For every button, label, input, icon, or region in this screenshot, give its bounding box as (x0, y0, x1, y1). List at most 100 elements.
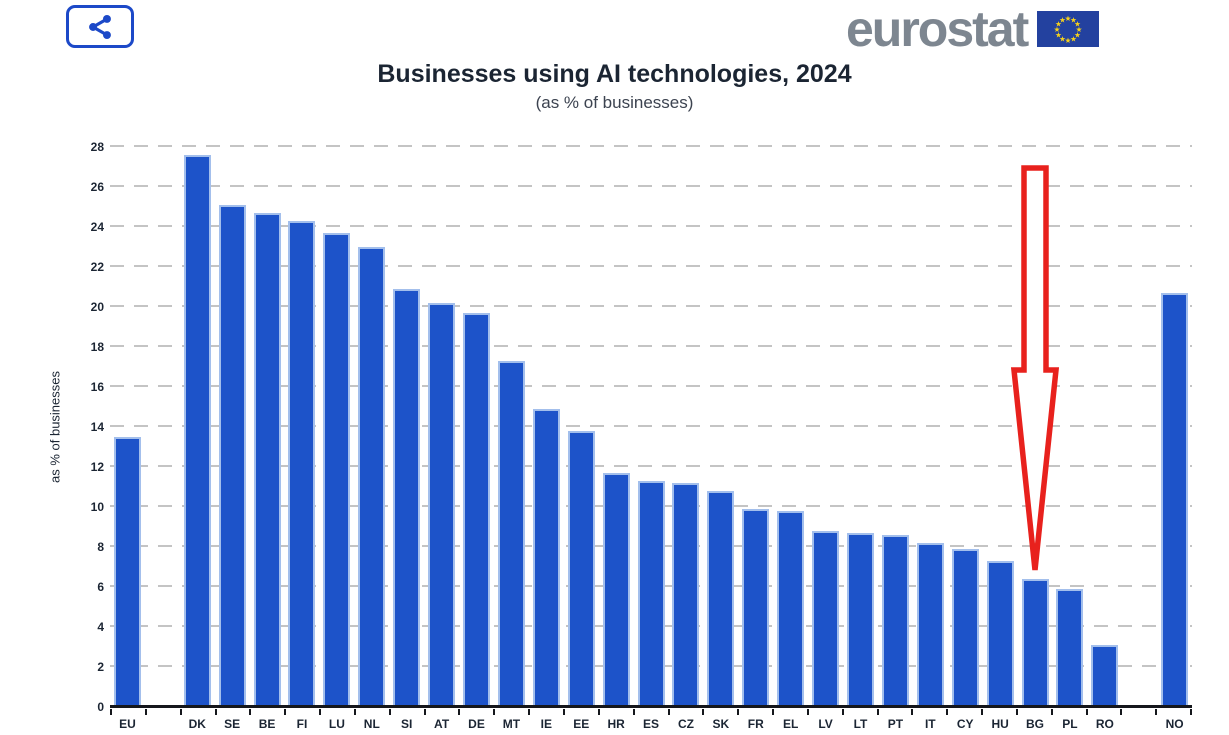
eurostat-logo: eurostat ★ ★ ★ ★ ★ ★ ★ ★ ★ ★ ★ ★ (846, 4, 1100, 54)
bar-lv[interactable] (812, 531, 840, 707)
x-tick-label-ie: IE (540, 717, 552, 731)
x-axis-tick (528, 709, 563, 715)
x-axis-tick (632, 709, 668, 715)
svg-text:★: ★ (1054, 25, 1061, 34)
svg-text:★: ★ (1059, 16, 1066, 25)
bar-nl[interactable] (358, 247, 386, 707)
svg-text:★: ★ (1070, 16, 1077, 25)
bar-sk[interactable] (707, 491, 735, 707)
bar-slot-fr (738, 147, 773, 707)
x-axis-tick (772, 709, 807, 715)
bar-ie[interactable] (532, 409, 560, 707)
y-tick-label: 0 (97, 700, 104, 714)
x-tick-label-spacer (1122, 717, 1157, 731)
bar-at[interactable] (428, 303, 456, 707)
x-axis-tick (981, 709, 1016, 715)
x-tick-label-fr: FR (747, 717, 764, 731)
x-tick-label-cy: CY (956, 717, 974, 731)
y-tick-label: 6 (97, 580, 104, 594)
bar-slot-lu (319, 147, 354, 707)
chart-title: Businesses using AI technologies, 2024 (377, 60, 852, 88)
bar-ee[interactable] (567, 431, 595, 707)
bar-dk[interactable] (183, 155, 211, 707)
bar-slot-de (459, 147, 494, 707)
x-axis-tick (423, 709, 459, 715)
share-icon (89, 14, 111, 39)
bar-fi[interactable] (288, 221, 316, 707)
bar-eu[interactable] (113, 437, 141, 707)
bar-cy[interactable] (951, 549, 979, 707)
bar-es[interactable] (637, 481, 665, 707)
bar-be[interactable] (253, 213, 281, 707)
bar-slot-it (913, 147, 948, 707)
bar-slot-lv (808, 147, 843, 707)
y-tick-label: 28 (90, 140, 104, 154)
x-axis-tick (353, 709, 389, 715)
bar-series (110, 147, 1192, 707)
bar-mt[interactable] (497, 361, 525, 707)
gridline (110, 145, 1192, 147)
bar-ro[interactable] (1091, 645, 1119, 707)
svg-text:★: ★ (1059, 35, 1066, 44)
y-tick-label: 8 (97, 540, 104, 554)
bar-slot-cz (669, 147, 704, 707)
y-axis-title: as % of businesses (47, 370, 63, 484)
annotation-down-arrow-icon (1010, 165, 1060, 571)
x-axis-tick (667, 709, 703, 715)
gridline (110, 425, 1192, 427)
bar-slot-fi (285, 147, 320, 707)
gridline (110, 185, 1192, 187)
x-tick-label-de: DE (468, 717, 485, 731)
x-tick-label-lu: LU (328, 717, 345, 731)
bar-it[interactable] (916, 543, 944, 707)
bar-no[interactable] (1161, 293, 1189, 707)
x-tick-label-pt: PT (887, 717, 904, 731)
bar-hr[interactable] (602, 473, 630, 707)
plot-area (110, 145, 1192, 708)
x-axis-tick (1120, 709, 1155, 715)
bar-de[interactable] (463, 313, 491, 707)
x-axis: EU DK SE BE FI LU NL SI AT DE MT IE EE HR ES CZ SK FR EL LV… (110, 709, 1192, 731)
chart-subtitle: (as % of businesses) (535, 93, 694, 112)
y-tick-label: 18 (90, 340, 104, 354)
bar-slot-hr (599, 147, 634, 707)
x-tick-label-ee: EE (573, 717, 590, 731)
x-axis-tick (1050, 709, 1086, 715)
share-button[interactable] (66, 5, 134, 48)
bar-slot-hu (983, 147, 1018, 707)
x-tick-label-dk: DK (188, 717, 206, 731)
x-axis-tick (911, 709, 946, 715)
svg-text:★: ★ (1065, 36, 1072, 45)
bar-cz[interactable] (672, 483, 700, 707)
x-axis-tick (841, 709, 877, 715)
x-tick-label-hr: HR (607, 717, 625, 731)
gridline (110, 225, 1192, 227)
svg-text:★: ★ (1076, 25, 1083, 34)
x-tick-label-se: SE (224, 717, 241, 731)
bar-lt[interactable] (846, 533, 874, 707)
gridline (110, 385, 1192, 387)
bar-slot-lt (843, 147, 878, 707)
bar-slot-nl (354, 147, 389, 707)
bar-el[interactable] (777, 511, 805, 707)
bar-slot-spacer (145, 147, 180, 707)
bar-slot-pt (878, 147, 913, 707)
bar-si[interactable] (393, 289, 421, 707)
x-tick-label-it: IT (924, 717, 936, 731)
x-tick-label-lt: LT (853, 717, 868, 731)
bar-se[interactable] (218, 205, 246, 707)
svg-text:★: ★ (1074, 20, 1081, 29)
bar-pt[interactable] (881, 535, 909, 707)
bar-fr[interactable] (742, 509, 770, 707)
bar-slot-es (634, 147, 669, 707)
bar-bg[interactable] (1021, 579, 1049, 707)
bar-pl[interactable] (1056, 589, 1084, 707)
x-tick-label-bg: BG (1026, 717, 1045, 731)
x-axis-tick (1155, 709, 1190, 715)
bar-hu[interactable] (986, 561, 1014, 707)
bar-lu[interactable] (323, 233, 351, 707)
bar-slot-ie (529, 147, 564, 707)
x-axis-tick (319, 709, 354, 715)
y-tick-label: 14 (90, 420, 104, 434)
